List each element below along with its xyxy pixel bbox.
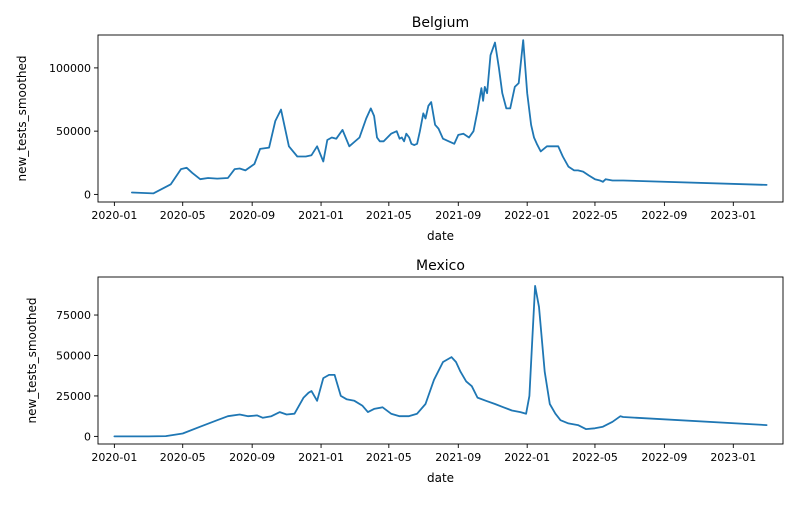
belgium-y-axis-label: new_tests_smoothed — [15, 55, 29, 181]
mexico-x-tick-label: 2020-05 — [160, 451, 206, 464]
belgium-axis-ticks: 2020-01 2020-05 2020-09 2021-01 2021-05 2021-… — [49, 62, 756, 222]
mexico-x-tick-label: 2022-01 — [504, 451, 550, 464]
mexico-chart-title: Mexico — [416, 258, 465, 274]
belgium-y-tick-label: 100000 — [49, 62, 91, 75]
belgium-x-tick-label: 2022-09 — [641, 209, 687, 222]
mexico-x-tick-label: 2022-09 — [641, 451, 687, 464]
mexico-plot-frame — [97, 276, 784, 445]
mexico-y-tick-label: 75000 — [56, 309, 91, 322]
belgium-x-tick-label: 2022-05 — [572, 209, 618, 222]
mexico-y-tick-label: 25000 — [56, 390, 91, 403]
mexico-series-line — [113, 285, 768, 438]
belgium-x-tick-label: 2021-09 — [435, 209, 481, 222]
mexico-x-axis-label: date — [427, 471, 454, 485]
belgium-x-tick-label: 2021-01 — [298, 209, 344, 222]
mexico-x-tick-label: 2020-01 — [91, 451, 137, 464]
belgium-plot-frame — [97, 34, 784, 203]
belgium-x-tick-label: 2020-01 — [91, 209, 137, 222]
belgium-x-tick-label: 2021-05 — [366, 209, 412, 222]
mexico-x-tick-label: 2022-05 — [572, 451, 618, 464]
mexico-panel: Mexico date new_tests_smoothed 2020-01 20… — [25, 258, 784, 485]
mexico-x-tick-label: 2021-09 — [435, 451, 481, 464]
mexico-axis-ticks: 2020-01 2020-05 2020-09 2021-01 2021-05 2021-… — [56, 309, 756, 464]
mexico-x-tick-label: 2021-01 — [298, 451, 344, 464]
belgium-chart-title: Belgium — [412, 15, 469, 31]
belgium-x-axis-label: date — [427, 229, 454, 243]
belgium-x-tick-label: 2022-01 — [504, 209, 550, 222]
mexico-x-tick-label: 2020-09 — [229, 451, 275, 464]
belgium-x-tick-label: 2020-09 — [229, 209, 275, 222]
mexico-y-axis-label: new_tests_smoothed — [25, 297, 39, 423]
belgium-y-tick-label: 0 — [84, 188, 91, 201]
belgium-series-line — [131, 39, 768, 195]
mexico-y-tick-label: 50000 — [56, 349, 91, 362]
belgium-panel: Belgium date new_tests_smoothed 2020-01 2… — [15, 15, 784, 243]
belgium-x-tick-label: 2023-01 — [710, 209, 756, 222]
mexico-x-tick-label: 2023-01 — [710, 451, 756, 464]
mexico-x-tick-label: 2021-05 — [366, 451, 412, 464]
mexico-y-tick-label: 0 — [84, 430, 91, 443]
belgium-x-tick-label: 2020-05 — [160, 209, 206, 222]
belgium-y-tick-label: 50000 — [56, 125, 91, 138]
